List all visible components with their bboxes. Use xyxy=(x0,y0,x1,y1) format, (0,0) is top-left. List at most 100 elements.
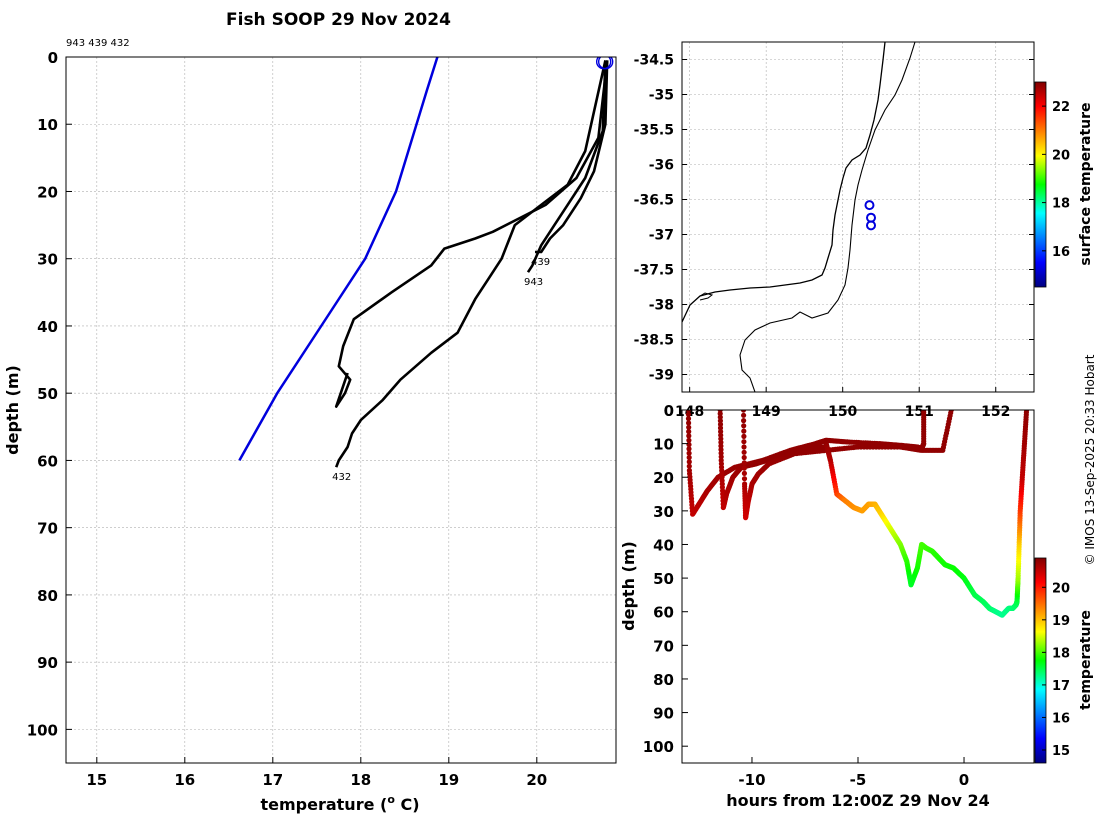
section-point xyxy=(686,446,692,452)
map-sample-point xyxy=(864,200,875,211)
map-xtick-label: 149 xyxy=(752,404,781,420)
section-point xyxy=(686,463,692,469)
section-point xyxy=(685,416,692,422)
section-point xyxy=(686,433,692,439)
map-ytick-label: -37.5 xyxy=(634,263,674,279)
section-colorbar-frame xyxy=(1034,557,1047,764)
map-ytick-label: -38.5 xyxy=(634,333,674,349)
section-ylabel: depth (m) xyxy=(619,541,638,631)
section-point xyxy=(686,437,692,443)
section-ytick-label: 10 xyxy=(653,436,674,454)
profile-ytick-label: 50 xyxy=(37,385,58,403)
section-point xyxy=(685,411,692,417)
section-ytick-label: 90 xyxy=(653,705,674,723)
profile-lines xyxy=(238,57,614,468)
section-point xyxy=(686,454,692,461)
profile-end-label: 439 xyxy=(531,257,550,268)
map-xtick-label: 152 xyxy=(981,404,1010,420)
section-colorbar-tick-label: 19 xyxy=(1052,614,1070,629)
section-colorbar-ticks: 15 16 17 18 19 20 xyxy=(1034,557,1070,764)
climatology-line xyxy=(238,57,439,462)
map-ytick-label: -35.5 xyxy=(634,123,674,139)
map-colorbar-tick-label: 16 xyxy=(1052,245,1070,260)
section-point xyxy=(741,428,747,434)
bathymetry-contour xyxy=(739,42,916,392)
section-xlabel: hours from 12:00Z 29 Nov 24 xyxy=(726,791,989,810)
profile-xtick-label: 15 xyxy=(86,771,107,789)
section-point xyxy=(741,444,747,450)
section-dots xyxy=(685,410,1030,618)
map-grid xyxy=(682,42,1034,392)
map-colorbar-ticks: 16 18 20 22 xyxy=(1034,81,1070,288)
section-point xyxy=(686,420,692,426)
profile-xlabel: temperature (o C) xyxy=(260,793,419,814)
section-point xyxy=(741,412,747,418)
section-point xyxy=(741,423,747,429)
profile-line-943 xyxy=(526,60,607,273)
map-ytick-label: -36.5 xyxy=(634,193,674,209)
copyright-label: © IMOS 13-Sep-2025 20:33 Hobart xyxy=(1083,354,1097,565)
section-point xyxy=(741,454,747,461)
section-ytick-label: 30 xyxy=(653,503,674,521)
section-point xyxy=(686,429,692,435)
section-point xyxy=(741,470,748,476)
profile-end-label: 432 xyxy=(332,472,351,483)
map-colorbar-tick-label: 20 xyxy=(1052,148,1070,163)
section-xtick-label: 0 xyxy=(959,771,969,789)
section-point xyxy=(741,476,748,482)
section-ytick-label: 50 xyxy=(653,570,674,588)
section-ytick-label: 70 xyxy=(653,637,674,655)
section-point xyxy=(741,439,747,445)
section-ytick-label: 20 xyxy=(653,469,674,487)
profile-ytick-label: 30 xyxy=(37,251,58,269)
section-point xyxy=(717,421,724,427)
map-sample-point xyxy=(866,220,877,231)
section-point xyxy=(741,465,747,471)
map-ytick-label: -39 xyxy=(649,368,674,384)
map-colorbar-tick-label: 18 xyxy=(1052,197,1070,212)
map-ytick-label: -35 xyxy=(649,88,674,104)
section-colorbar-tick-label: 15 xyxy=(1052,744,1070,759)
profile-line-432 xyxy=(334,60,607,468)
profile-ytick-label: 90 xyxy=(37,654,58,672)
profile-xtick-label: 20 xyxy=(526,771,547,789)
profile-xtick-label: 18 xyxy=(350,771,371,789)
map-ytick-label: -34.5 xyxy=(634,53,674,69)
section-ticks: -10 -5 0 0 10 20 30 40 50 60 70 80 90 100 xyxy=(643,402,970,789)
map-colorbar-label: surface temperature xyxy=(1078,102,1094,265)
coast-detail xyxy=(699,292,714,301)
section-colorbar-tick-label: 16 xyxy=(1052,711,1070,726)
profile-panel: 15 16 17 18 19 20 0 10 20 30 40 50 60 70 80 90 100 439 943… xyxy=(3,38,617,814)
profile-ytick-label: 70 xyxy=(37,520,58,538)
section-xtick-label: -5 xyxy=(850,771,867,789)
map-axes-frame xyxy=(681,41,1035,393)
section-colorbar-label: temperature xyxy=(1078,610,1094,710)
map-coastlines xyxy=(682,42,916,392)
section-ytick-label: 100 xyxy=(643,738,674,756)
section-point xyxy=(1024,410,1030,413)
profile-ytick-label: 0 xyxy=(48,49,58,67)
profile-ytick-label: 60 xyxy=(37,452,58,470)
map-ytick-label: -36 xyxy=(649,158,674,174)
profile-ticks: 15 16 17 18 19 20 0 10 20 30 40 50 60 70 80 90 100 439 943… xyxy=(27,49,550,789)
section-point xyxy=(948,410,954,413)
map-ytick-label: -38 xyxy=(649,298,674,314)
section-point xyxy=(686,459,692,465)
profile-ytick-label: 10 xyxy=(37,116,58,134)
section-ytick-label: 0 xyxy=(664,402,674,420)
figure-title: Fish SOOP 29 Nov 2024 xyxy=(226,10,451,30)
section-point xyxy=(741,449,747,455)
map-ticks: 148149150151152-34.5-35-35.5-36-36.5-37-… xyxy=(634,53,1034,420)
section-point xyxy=(741,433,747,439)
section-ytick-label: 40 xyxy=(653,536,674,554)
map-colorbar xyxy=(1035,82,1046,287)
section-point xyxy=(718,439,724,445)
section-point xyxy=(921,410,927,413)
section-panel: -10 -5 0 0 10 20 30 40 50 60 70 80 90 100 hours from … xyxy=(619,402,1094,810)
section-colorbar-tick-label: 20 xyxy=(1052,581,1070,596)
profile-ytick-label: 20 xyxy=(37,183,58,201)
profile-grid xyxy=(66,56,616,763)
profile-ytick-label: 80 xyxy=(37,587,58,605)
profile-xtick-label: 17 xyxy=(262,771,283,789)
